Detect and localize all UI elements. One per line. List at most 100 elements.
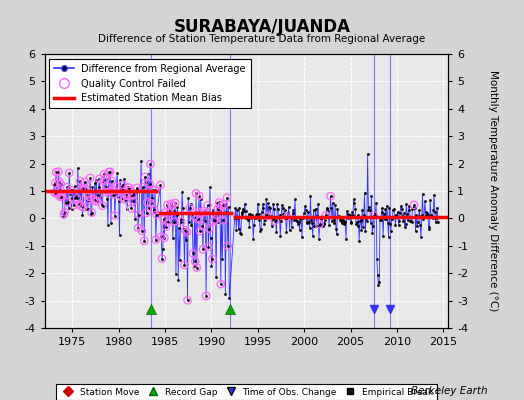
- Point: [195, 192, 203, 199]
- Point: [354, 211, 363, 218]
- Point: [103, 196, 111, 202]
- Point: [322, 212, 330, 218]
- Point: [128, 192, 137, 198]
- Point: [234, 215, 242, 222]
- Point: [64, 205, 73, 212]
- Point: [282, 228, 291, 235]
- Point: [102, 176, 110, 182]
- Point: [275, 215, 283, 222]
- Point: [60, 209, 69, 216]
- Point: [412, 211, 421, 218]
- Point: [108, 187, 117, 193]
- Point: [216, 206, 224, 213]
- Point: [250, 215, 259, 221]
- Point: [115, 232, 124, 238]
- Point: [121, 196, 129, 203]
- Point: [181, 227, 189, 233]
- Point: [137, 158, 145, 164]
- Point: [141, 174, 149, 180]
- Point: [116, 176, 125, 183]
- Point: [299, 215, 307, 221]
- Point: [100, 171, 108, 178]
- Point: [262, 196, 270, 202]
- Point: [55, 178, 63, 185]
- Point: [242, 215, 250, 221]
- Point: [93, 198, 101, 204]
- Point: [215, 199, 223, 206]
- Point: [403, 217, 412, 223]
- Point: [278, 205, 287, 212]
- Point: [418, 212, 426, 219]
- Point: [321, 217, 329, 223]
- Point: [104, 169, 113, 175]
- Point: [397, 203, 405, 209]
- Point: [233, 207, 241, 213]
- Point: [194, 209, 203, 215]
- Point: [363, 218, 371, 224]
- Point: [283, 214, 291, 220]
- Point: [236, 230, 244, 236]
- Point: [211, 216, 220, 223]
- Point: [286, 226, 294, 233]
- Point: [161, 210, 169, 216]
- Point: [203, 202, 212, 208]
- Point: [366, 207, 374, 214]
- Point: [333, 231, 341, 237]
- Point: [138, 184, 147, 190]
- Point: [166, 218, 174, 225]
- Point: [133, 186, 141, 192]
- Point: [225, 295, 234, 301]
- Point: [387, 228, 395, 234]
- Point: [91, 180, 99, 187]
- Point: [162, 219, 171, 226]
- Point: [289, 207, 298, 214]
- Point: [247, 212, 256, 218]
- Point: [213, 206, 222, 212]
- Point: [65, 170, 73, 176]
- Point: [309, 233, 317, 240]
- Point: [264, 200, 272, 207]
- Point: [93, 198, 101, 204]
- Point: [338, 219, 346, 226]
- Point: [355, 238, 363, 244]
- Point: [291, 196, 299, 202]
- Point: [390, 213, 399, 219]
- Point: [331, 202, 340, 208]
- Point: [88, 210, 96, 216]
- Point: [112, 183, 121, 190]
- Point: [144, 170, 152, 177]
- Point: [146, 161, 155, 167]
- Point: [297, 213, 305, 220]
- Point: [129, 198, 138, 204]
- Point: [85, 194, 94, 200]
- Point: [394, 209, 402, 215]
- Point: [372, 200, 380, 206]
- Point: [57, 194, 66, 200]
- Point: [223, 194, 231, 201]
- Point: [138, 228, 146, 234]
- Point: [307, 216, 315, 223]
- Text: Difference of Station Temperature Data from Regional Average: Difference of Station Temperature Data f…: [99, 34, 425, 44]
- Point: [210, 218, 218, 224]
- Point: [63, 199, 72, 205]
- Point: [91, 198, 100, 204]
- Point: [118, 182, 127, 188]
- Point: [202, 293, 210, 299]
- Point: [206, 234, 215, 241]
- Point: [174, 276, 182, 283]
- Point: [199, 246, 207, 252]
- Point: [205, 226, 213, 232]
- Point: [311, 214, 319, 220]
- Point: [257, 226, 265, 232]
- Point: [128, 193, 136, 199]
- Point: [380, 211, 388, 217]
- Point: [427, 212, 435, 219]
- Point: [197, 210, 205, 216]
- Point: [105, 188, 114, 195]
- Point: [413, 223, 421, 230]
- Point: [391, 222, 400, 228]
- Point: [168, 202, 176, 209]
- Point: [195, 228, 204, 234]
- Point: [54, 168, 63, 175]
- Point: [90, 196, 98, 202]
